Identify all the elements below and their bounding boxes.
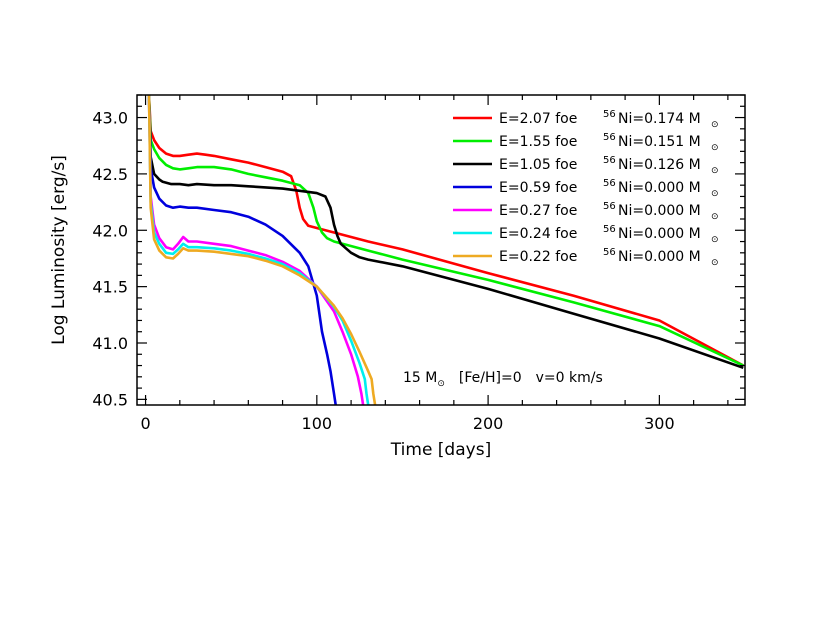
legend-sun-symbol: ⊙: [711, 235, 719, 245]
y-axis-label: Log Luminosity [erg/s]: [49, 155, 69, 345]
plot-frame: [136, 94, 746, 406]
legend-ni-value: Ni=0.126 M: [618, 157, 701, 173]
y-tick-label: 42.5: [92, 165, 128, 184]
x-tick-label: 300: [644, 414, 675, 433]
y-tick-label: 41.5: [92, 278, 128, 297]
series-line-3: [147, 95, 744, 370]
legend-sun-symbol: ⊙: [711, 143, 719, 153]
annotation-sun-symbol: ⊙: [437, 379, 445, 389]
y-tick-label: 42.0: [92, 221, 128, 240]
series-layer: [147, 95, 744, 405]
legend-ni-superscript: 56: [603, 247, 616, 258]
legend-name: E=2.07 foe: [499, 111, 577, 127]
ticks-layer: 0 100 200 300 40.5 41.0 41.5 42.0 42.5 43.0: [92, 94, 745, 433]
legend-ni-value: Ni=0.174 M: [618, 111, 701, 127]
legend-ni-superscript: 56: [603, 132, 616, 143]
legend-sun-symbol: ⊙: [711, 258, 719, 268]
legend-entry: E=0.24 foe 56 Ni=0.000 M ⊙: [453, 224, 719, 245]
legend-sun-symbol: ⊙: [711, 212, 719, 222]
legend-sun-symbol: ⊙: [711, 166, 719, 176]
legend-entry: E=0.22 foe 56 Ni=0.000 M ⊙: [453, 247, 719, 268]
legend-ni-superscript: 56: [603, 109, 616, 120]
legend-ni-superscript: 56: [603, 178, 616, 189]
series-line-1: [147, 95, 744, 367]
legend-name: E=1.55 foe: [499, 134, 577, 150]
legend-name: E=0.59 foe: [499, 180, 577, 196]
legend-name: E=0.22 foe: [499, 249, 577, 265]
annotation-text: 15 M⊙ [Fe/H]=0 v=0 km/s: [403, 370, 603, 389]
legend-sun-symbol: ⊙: [711, 120, 719, 130]
legend-sun-symbol: ⊙: [711, 189, 719, 199]
annotation-metallicity: [Fe/H]=0: [459, 370, 522, 386]
legend-name: E=0.24 foe: [499, 226, 577, 242]
series-line-7: [147, 95, 377, 405]
legend: E=2.07 foe 56 Ni=0.174 M ⊙E=1.55 foe 56 Ni=0.…: [453, 109, 719, 268]
annotation-mass: 15 M: [403, 370, 437, 386]
legend-entry: E=1.55 foe 56 Ni=0.151 M ⊙: [453, 132, 719, 153]
legend-ni-value: Ni=0.000 M: [618, 226, 701, 242]
legend-ni-value: Ni=0.151 M: [618, 134, 701, 150]
series-line-2: [147, 95, 744, 367]
series-line-4: [147, 95, 337, 405]
legend-name: E=0.27 foe: [499, 203, 577, 219]
x-axis-label: Time [days]: [390, 440, 491, 460]
legend-ni-superscript: 56: [603, 201, 616, 212]
legend-ni-value: Ni=0.000 M: [618, 203, 701, 219]
y-tick-label: 40.5: [92, 390, 128, 409]
x-tick-label: 100: [302, 414, 333, 433]
legend-entry: E=1.05 foe 56 Ni=0.126 M ⊙: [453, 155, 719, 176]
x-tick-label: 200: [473, 414, 504, 433]
annotation-velocity: v=0 km/s: [536, 370, 603, 386]
series-line-6: [147, 95, 370, 405]
legend-ni-value: Ni=0.000 M: [618, 249, 701, 265]
legend-ni-value: Ni=0.000 M: [618, 180, 701, 196]
x-tick-label: 0: [140, 414, 150, 433]
legend-entry: E=0.59 foe 56 Ni=0.000 M ⊙: [453, 178, 719, 199]
legend-ni-superscript: 56: [603, 155, 616, 166]
legend-ni-superscript: 56: [603, 224, 616, 235]
series-line-5: [147, 95, 365, 405]
y-tick-label: 43.0: [92, 109, 128, 128]
legend-name: E=1.05 foe: [499, 157, 577, 173]
legend-entry: E=0.27 foe 56 Ni=0.000 M ⊙: [453, 201, 719, 222]
y-tick-label: 41.0: [92, 334, 128, 353]
legend-entry: E=2.07 foe 56 Ni=0.174 M ⊙: [453, 109, 719, 130]
